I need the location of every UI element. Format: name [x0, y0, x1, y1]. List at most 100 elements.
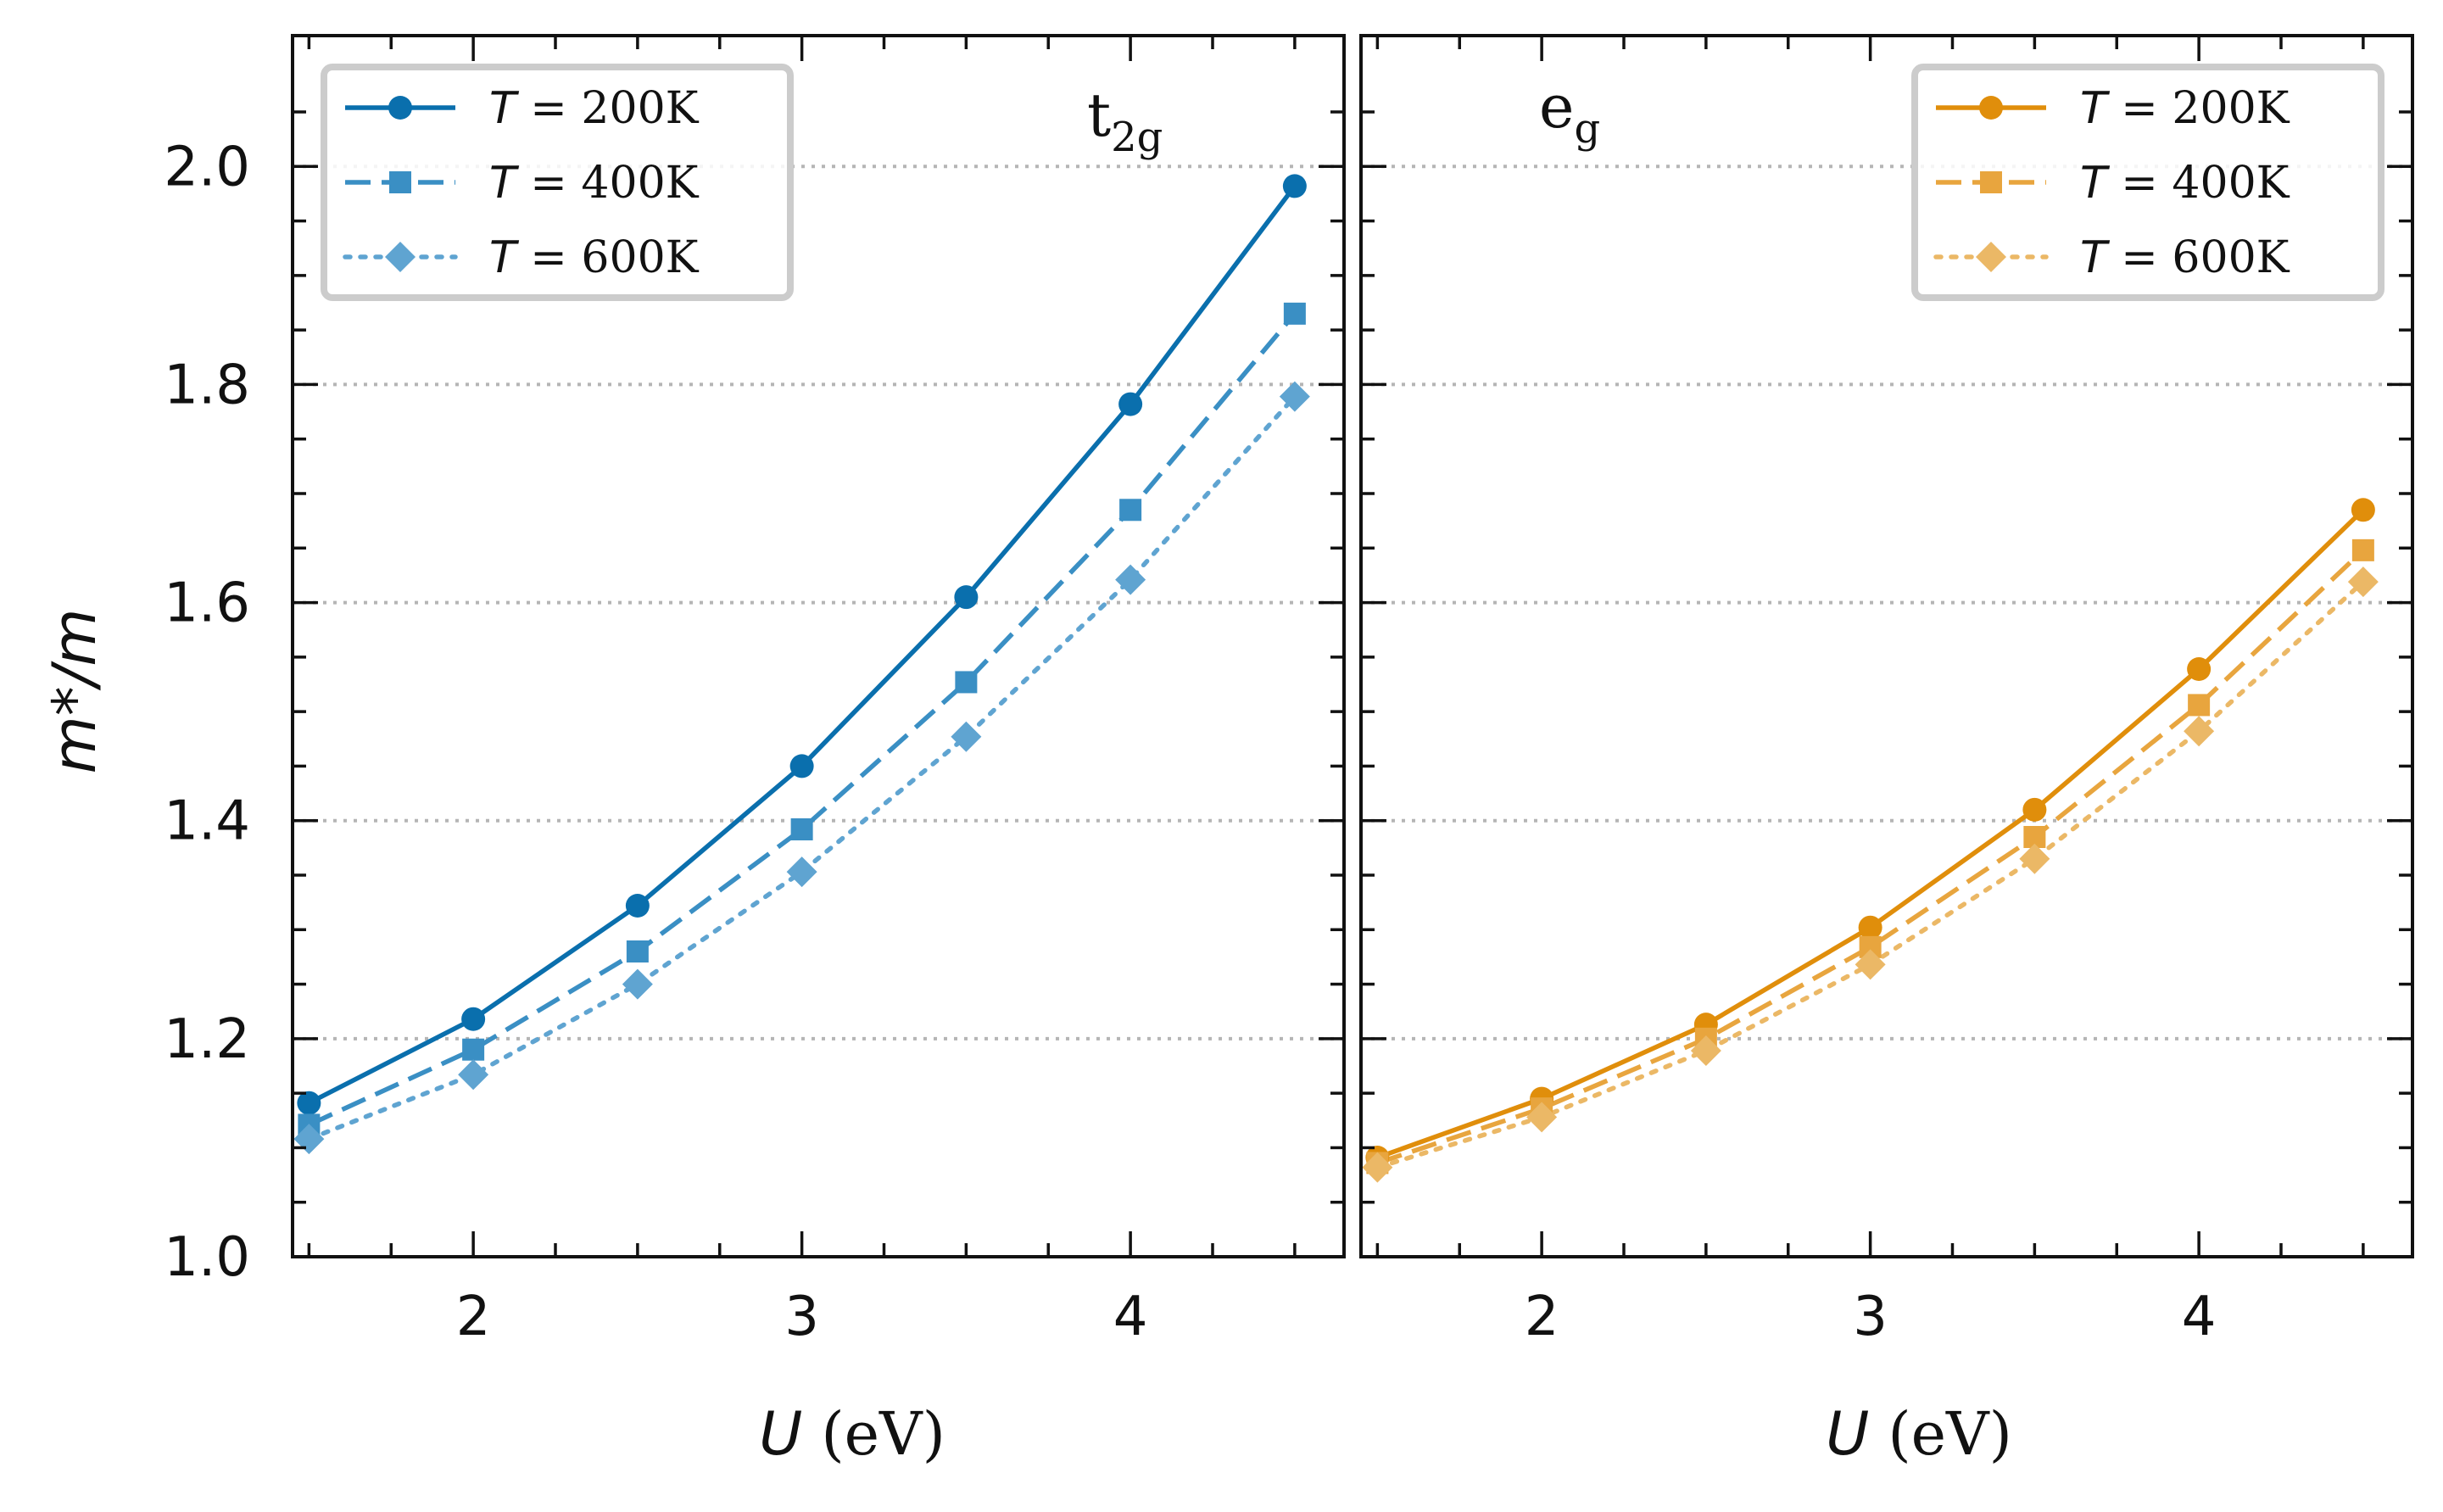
legend-label: T = 400K	[489, 158, 700, 209]
annotation-main: t	[1087, 81, 1111, 150]
legend-value: = 600K	[2107, 232, 2290, 283]
legend-entry-2: T = 400K	[1936, 158, 2290, 209]
data-point-series-3	[622, 968, 653, 1000]
data-point-series-3	[786, 856, 817, 888]
x-axis-label-var: U	[759, 1399, 802, 1469]
legend-entry-2: T = 400K	[345, 158, 700, 209]
legend-box	[321, 64, 794, 301]
legend-variable: T	[489, 158, 520, 209]
data-point-series-1	[461, 1007, 486, 1031]
legend-label: T = 600K	[489, 232, 700, 283]
legend-variable: T	[489, 232, 520, 283]
data-point-series-3	[1855, 949, 1886, 980]
legend-box	[1911, 64, 2384, 301]
legend-entry-3: T = 600K	[343, 232, 700, 283]
legend-value: = 400K	[516, 158, 700, 209]
x-tick-label: 4	[2182, 1286, 2217, 1348]
legend-value: = 400K	[2107, 158, 2290, 209]
series-line-2	[308, 312, 1297, 1127]
series-line-1	[1376, 508, 2365, 1160]
series-line-1	[308, 184, 1297, 1106]
series-line-2	[1376, 548, 2365, 1166]
x-axis-label-left: U (eV)	[759, 1399, 945, 1469]
data-point-series-3	[458, 1059, 489, 1091]
x-axis-label-unit: (eV)	[1888, 1399, 2012, 1469]
x-tick-label: 2	[1525, 1286, 1559, 1348]
legend-marker	[1976, 242, 2006, 272]
data-point-series-2	[955, 671, 978, 694]
data-point-series-3	[1115, 564, 1146, 595]
panel-annotation-eg: eg	[1539, 72, 1600, 153]
legend-label: T = 200K	[2080, 83, 2290, 134]
legend-marker	[1980, 171, 2002, 193]
annotation-main: e	[1539, 72, 1574, 142]
x-axis-label-unit: (eV)	[821, 1399, 945, 1469]
data-point-series-1	[2187, 657, 2212, 681]
data-point-series-2	[1283, 302, 1306, 325]
legend-label: T = 200K	[489, 83, 700, 134]
data-point-series-2	[1119, 499, 1142, 522]
x-tick-label: 3	[1853, 1286, 1888, 1348]
data-point-series-1	[297, 1091, 321, 1115]
legend-entry-1: T = 200K	[345, 83, 700, 134]
legend-value: = 600K	[516, 232, 700, 283]
data-point-series-3	[1279, 381, 1310, 412]
x-tick-label: 2	[456, 1286, 491, 1348]
annotation-sub: 2g	[1111, 114, 1163, 161]
x-axis-label-right: U (eV)	[1826, 1399, 2012, 1469]
data-point-series-1	[2022, 797, 2047, 822]
panel-annotation-t2g: t2g	[1087, 81, 1163, 161]
y-tick-label: 1.0	[164, 1226, 250, 1289]
data-point-series-2	[462, 1038, 485, 1061]
legend-variable: T	[489, 83, 520, 134]
data-point-series-1	[2351, 498, 2375, 522]
legend-value: = 200K	[2107, 83, 2290, 134]
y-tick-label: 1.2	[164, 1008, 250, 1071]
y-axis-label: m*/m	[40, 609, 109, 774]
axes-frame	[1359, 34, 2414, 1258]
legend-variable: T	[2080, 232, 2111, 283]
data-point-series-1	[625, 894, 650, 918]
x-tick-label: 4	[1113, 1286, 1148, 1348]
legend-value: = 200K	[516, 83, 700, 134]
legend-variable: T	[2080, 158, 2111, 209]
data-point-series-3	[1362, 1152, 1393, 1183]
y-tick-label: 2.0	[164, 136, 250, 198]
data-point-series-3	[1526, 1102, 1558, 1133]
axes-frame	[291, 34, 1346, 1258]
y-tick-label: 1.8	[164, 354, 250, 416]
data-point-series-1	[1282, 174, 1307, 198]
legend-marker	[1979, 96, 2003, 120]
data-point-series-1	[1858, 915, 1882, 940]
x-tick-label: 3	[784, 1286, 819, 1348]
data-point-series-1	[789, 754, 814, 778]
legend-marker	[389, 171, 411, 193]
legend-entry-1: T = 200K	[1936, 83, 2290, 134]
data-point-series-3	[2347, 566, 2379, 598]
legend-variable: T	[2080, 83, 2111, 134]
data-point-series-2	[2351, 538, 2374, 561]
data-point-series-1	[954, 585, 979, 610]
data-point-series-1	[1118, 392, 1143, 416]
legend-marker	[385, 242, 416, 272]
data-point-series-3	[2019, 843, 2050, 874]
y-tick-label: 1.6	[164, 572, 250, 635]
annotation-sub: g	[1574, 105, 1600, 153]
legend-label: T = 600K	[2080, 232, 2290, 283]
y-tick-label: 1.4	[164, 790, 250, 853]
data-point-series-2	[2188, 694, 2211, 717]
data-point-series-3	[1690, 1035, 1721, 1066]
series-line-3	[1375, 579, 2366, 1170]
data-point-series-3	[951, 721, 982, 752]
data-point-series-3	[2184, 716, 2215, 747]
data-point-series-2	[626, 940, 649, 962]
x-axis-label-var: U	[1826, 1399, 1869, 1469]
legend-entry-3: T = 600K	[1933, 232, 2290, 283]
data-point-series-2	[790, 818, 813, 840]
legend-marker	[388, 96, 412, 120]
